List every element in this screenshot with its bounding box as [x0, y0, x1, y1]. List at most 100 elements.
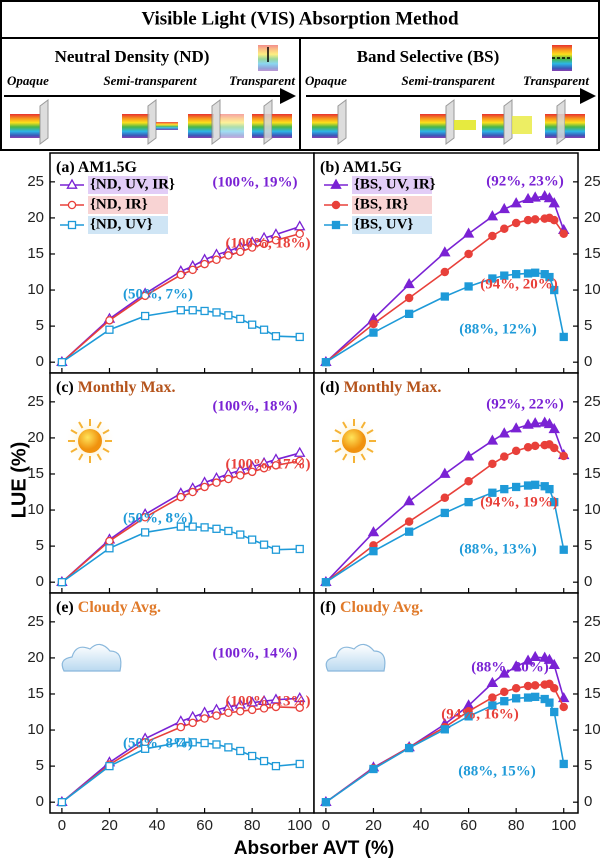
annotation: (88%, 12%) — [459, 321, 537, 337]
cloud — [61, 643, 122, 672]
annotation: (92%, 23%) — [486, 173, 564, 189]
marker — [548, 658, 560, 669]
marker — [403, 495, 415, 506]
marker — [57, 578, 67, 587]
marker — [369, 547, 378, 556]
annotation: (88%, 20%) — [471, 659, 549, 675]
x-tick-label: 100 — [551, 817, 576, 834]
annotation: (50%, 8%) — [123, 510, 193, 526]
panel-title: (e) Cloudy Avg. — [56, 599, 161, 616]
panel: 0 5 10 15 20 25 (b) AM1.5G{BS, UV, IR} {BS, IR}… — [313, 152, 600, 374]
glass-pane — [263, 99, 273, 145]
panel-title: (c) Monthly Max. — [56, 379, 176, 396]
glass-pane — [337, 99, 347, 145]
panel: 0 5 10 15 20 25 0 20 40 60 80 100 (e) Cloudy Avg. (10… — [27, 592, 315, 834]
marker — [486, 434, 499, 445]
sun — [78, 429, 102, 453]
marker — [543, 417, 556, 429]
marker — [67, 200, 77, 210]
marker — [331, 220, 341, 230]
y-tick-label: 10 — [27, 721, 44, 738]
plot-frame — [49, 372, 315, 594]
marker — [500, 697, 509, 706]
marker — [550, 707, 559, 717]
annotation: (92%, 22%) — [486, 396, 564, 412]
x-axis-label: Absorber AVT (%) — [234, 838, 394, 859]
panel-title: (a) AM1.5G — [56, 159, 137, 176]
marker — [548, 422, 560, 434]
marker — [488, 701, 497, 710]
y-tick-label: 25 — [584, 613, 600, 630]
marker — [462, 227, 475, 238]
header: Visible Light (VIS) Absorption Method Ne… — [0, 0, 600, 151]
marker — [559, 759, 568, 769]
marker — [498, 427, 510, 438]
marker — [523, 681, 533, 691]
y-tick-label: 20 — [584, 209, 600, 226]
glass-pane — [445, 99, 455, 145]
light-beam — [10, 114, 40, 138]
step-label: Transparent — [229, 73, 295, 88]
marker — [549, 215, 559, 225]
annotation: (94%, 19%) — [480, 494, 558, 510]
panel-name: AM1.5G — [343, 159, 403, 176]
y-tick-label: 20 — [27, 429, 44, 446]
marker — [295, 332, 304, 342]
marker — [200, 714, 209, 723]
marker — [523, 481, 533, 490]
marker — [488, 488, 497, 497]
annotation: (94%, 20%) — [480, 276, 558, 292]
sun-ray — [360, 453, 366, 461]
light-beam — [512, 116, 532, 134]
marker — [294, 691, 306, 703]
marker — [105, 316, 114, 325]
panel-name: Monthly Max. — [344, 379, 442, 396]
marker — [295, 759, 304, 769]
x-tick-label: 80 — [508, 817, 525, 834]
marker — [248, 751, 257, 761]
marker — [545, 272, 554, 282]
y-tick-label: 25 — [584, 393, 600, 410]
marker — [543, 192, 556, 203]
sun-ray — [342, 421, 348, 429]
annotation: (100%, 13%) — [226, 693, 311, 709]
marker — [236, 707, 245, 716]
light-beam — [272, 114, 292, 138]
panel: 0 5 10 15 20 25 (a) AM1.5G{ND, UV, IR} {ND, IR}… — [27, 152, 315, 374]
panel-title: (d) Monthly Max. — [320, 379, 441, 396]
marker — [224, 743, 233, 752]
marker — [559, 545, 568, 554]
y-tick-label: 10 — [584, 281, 600, 298]
panel-label: (f) — [320, 599, 336, 616]
y-tick-label: 20 — [27, 649, 44, 666]
marker — [531, 692, 540, 702]
x-tick-label: 0 — [58, 817, 66, 834]
marker — [188, 265, 197, 275]
marker — [530, 215, 540, 224]
marker — [259, 540, 269, 549]
marker — [224, 708, 233, 717]
marker — [259, 756, 269, 766]
marker — [212, 255, 221, 265]
legend-label: {ND, UV, IR} — [90, 176, 175, 192]
marker — [500, 687, 509, 697]
marker — [140, 291, 150, 301]
sun-ray — [96, 453, 102, 461]
marker — [559, 332, 568, 342]
panel-name: Cloudy Avg. — [78, 599, 161, 616]
x-tick-label: 0 — [322, 817, 330, 834]
marker — [57, 798, 67, 807]
marker — [510, 422, 522, 433]
marker — [295, 703, 304, 712]
marker — [247, 243, 257, 252]
marker — [212, 478, 221, 487]
marker — [498, 667, 510, 678]
y-tick-label: 5 — [584, 317, 592, 334]
marker — [200, 523, 209, 532]
legend-highlight — [88, 216, 168, 234]
marker — [510, 197, 522, 208]
marker — [464, 497, 473, 507]
marker — [176, 492, 186, 502]
marker — [529, 191, 541, 202]
